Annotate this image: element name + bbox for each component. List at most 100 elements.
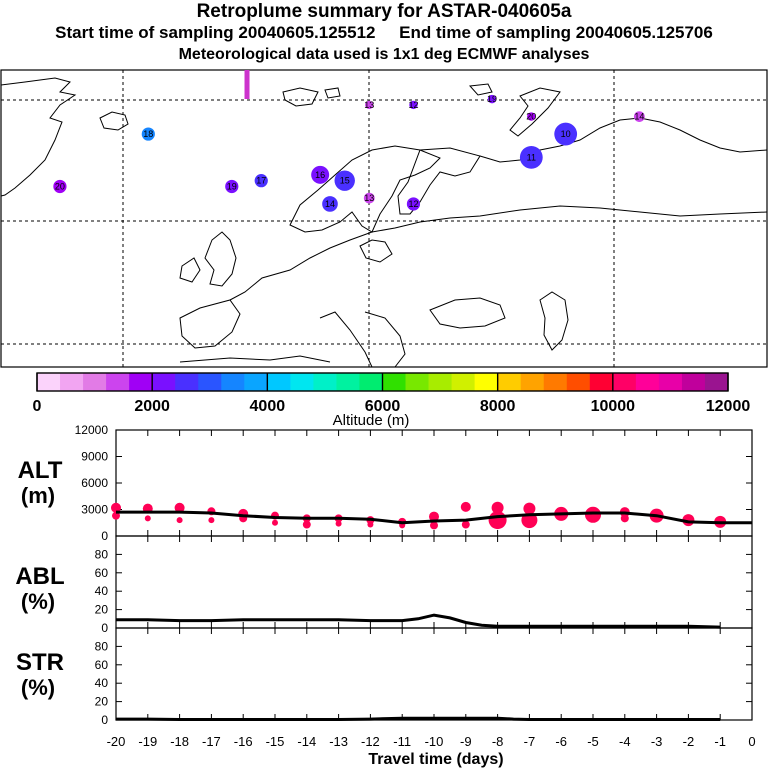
y-tick-label: 0 bbox=[101, 621, 108, 635]
colorbar-cell bbox=[83, 373, 107, 391]
x-tick-label: -5 bbox=[587, 734, 599, 749]
end-time: End time of sampling 20040605.125706 bbox=[399, 23, 713, 42]
y-tick-label: 60 bbox=[95, 658, 109, 672]
x-tick-label: -8 bbox=[492, 734, 504, 749]
alt-point bbox=[112, 511, 120, 520]
alt-points bbox=[111, 501, 727, 530]
alt-point bbox=[176, 517, 183, 524]
x-tick-label: -10 bbox=[425, 734, 444, 749]
x-tick-label: -6 bbox=[555, 734, 567, 749]
y-tick-label: 40 bbox=[95, 676, 109, 690]
str-frame bbox=[115, 627, 753, 721]
colorbar-cell bbox=[129, 373, 153, 391]
colorbar-cell bbox=[520, 373, 545, 391]
colorbar-cell bbox=[382, 373, 406, 391]
colorbar-tick-label: 6000 bbox=[365, 398, 401, 415]
plume-marker-5 bbox=[334, 170, 355, 191]
coastlines bbox=[0, 77, 768, 368]
x-axis-label: Travel time (days) bbox=[368, 751, 503, 768]
abl-series-line bbox=[116, 613, 721, 629]
y-tick-label: 40 bbox=[95, 584, 109, 598]
colorbar-cell bbox=[106, 373, 130, 391]
y-tick-label: 80 bbox=[95, 639, 109, 653]
alt-point bbox=[111, 502, 121, 513]
x-tick-label: -2 bbox=[683, 734, 695, 749]
x-tick-label: -18 bbox=[170, 734, 189, 749]
plume-marker-label: 10 bbox=[561, 129, 571, 139]
colorbar-tick-label: 0 bbox=[33, 398, 42, 415]
plume-marker-label: 15 bbox=[340, 176, 350, 186]
colorbar-cell bbox=[589, 373, 614, 391]
colorbar-tick-label: 2000 bbox=[134, 398, 170, 415]
alt-point bbox=[174, 502, 185, 513]
abl-xticks bbox=[115, 536, 753, 628]
colorbar-cell bbox=[359, 373, 383, 391]
colorbar-ticks: 0 2000 4000 6000 8000 10000 12000 bbox=[33, 373, 750, 415]
x-tick-label: -7 bbox=[524, 734, 536, 749]
plume-marker-label: 19 bbox=[487, 94, 497, 104]
colorbar-tick-label: 8000 bbox=[480, 398, 516, 415]
alt-point bbox=[429, 511, 439, 522]
x-tick-labels: -20 -19 -18 -17 -16 -15 -14 -13 -12 -11 -10 -9 -8 -7-… bbox=[107, 734, 756, 749]
plume-marker-0 bbox=[141, 127, 155, 141]
alt-point bbox=[208, 517, 215, 524]
str-panel: STR (%) 0 20 40 60 80 bbox=[16, 627, 753, 727]
plume-marker-label: 13 bbox=[364, 100, 374, 110]
str-ylabel-bottom: (%) bbox=[21, 675, 55, 700]
plume-marker-14 bbox=[527, 112, 536, 121]
colorbar-cell bbox=[244, 373, 268, 391]
header: Retroplume summary for ASTAR-040605a Sta… bbox=[0, 0, 768, 70]
retroplume-map: 18 20 19 17 16 15 14 13 12 11 10 13 12 19 20 14 bbox=[0, 69, 768, 368]
alt-panel: ALT (m) 0 3000 6000 9000 12000 bbox=[18, 423, 753, 543]
colorbar-cell bbox=[37, 373, 61, 391]
plume-marker-label: 13 bbox=[364, 193, 374, 203]
colorbar-label: Altitude (m) bbox=[333, 412, 410, 429]
x-tick-label: -17 bbox=[202, 734, 221, 749]
plume-marker-9 bbox=[519, 145, 543, 169]
alt-point bbox=[461, 520, 470, 529]
alt-series-line bbox=[116, 510, 752, 525]
plume-marker-label: 16 bbox=[315, 170, 325, 180]
colorbar-cell bbox=[566, 373, 591, 391]
plume-marker-10 bbox=[554, 122, 578, 146]
receptor-marker bbox=[244, 70, 250, 99]
plume-marker-11 bbox=[365, 100, 374, 110]
colorbar-cell bbox=[635, 373, 660, 391]
plume-marker-label: 11 bbox=[527, 152, 536, 162]
colorbar-cell bbox=[290, 373, 314, 391]
alt-point bbox=[272, 519, 278, 526]
x-tick-label: -1 bbox=[714, 734, 726, 749]
alt-point bbox=[302, 520, 311, 529]
y-tick-label: 80 bbox=[95, 547, 109, 561]
x-tick-label: -12 bbox=[361, 734, 380, 749]
plume-marker-12 bbox=[409, 100, 418, 110]
alt-point bbox=[367, 521, 374, 528]
str-ylabel-top: STR bbox=[16, 649, 64, 676]
page-title: Retroplume summary for ASTAR-040605a bbox=[196, 1, 572, 22]
plume-marker-label: 17 bbox=[256, 176, 266, 186]
abl-panel: ABL (%) 0 20 40 60 80 bbox=[15, 535, 753, 635]
alt-ylabel-top: ALT bbox=[18, 457, 63, 484]
y-tick-label: 9000 bbox=[81, 450, 108, 464]
colorbar-cell bbox=[612, 373, 637, 391]
y-tick-label: 20 bbox=[95, 695, 109, 709]
colorbar-cell bbox=[221, 373, 245, 391]
plume-marker-2 bbox=[225, 179, 239, 194]
sampling-times: Start time of sampling 20040605.125512 E… bbox=[0, 23, 768, 43]
x-tick-label: -11 bbox=[393, 734, 411, 749]
colorbar-cell bbox=[405, 373, 429, 391]
plume-marker-4 bbox=[311, 165, 330, 184]
str-series-line bbox=[116, 716, 721, 721]
alt-point bbox=[620, 514, 629, 523]
alt-point bbox=[491, 501, 504, 514]
x-tick-label: -20 bbox=[107, 734, 126, 749]
x-tick-label: -4 bbox=[619, 734, 631, 749]
plume-marker-label: 12 bbox=[408, 100, 418, 110]
colorbar-cell bbox=[313, 373, 337, 391]
y-tick-label: 20 bbox=[95, 603, 109, 617]
alt-xticks bbox=[115, 430, 753, 536]
y-tick-label: 60 bbox=[95, 566, 109, 580]
met-info: Meteorological data used is 1x1 deg ECMW… bbox=[178, 46, 590, 63]
plume-marker-label: 20 bbox=[55, 181, 65, 191]
